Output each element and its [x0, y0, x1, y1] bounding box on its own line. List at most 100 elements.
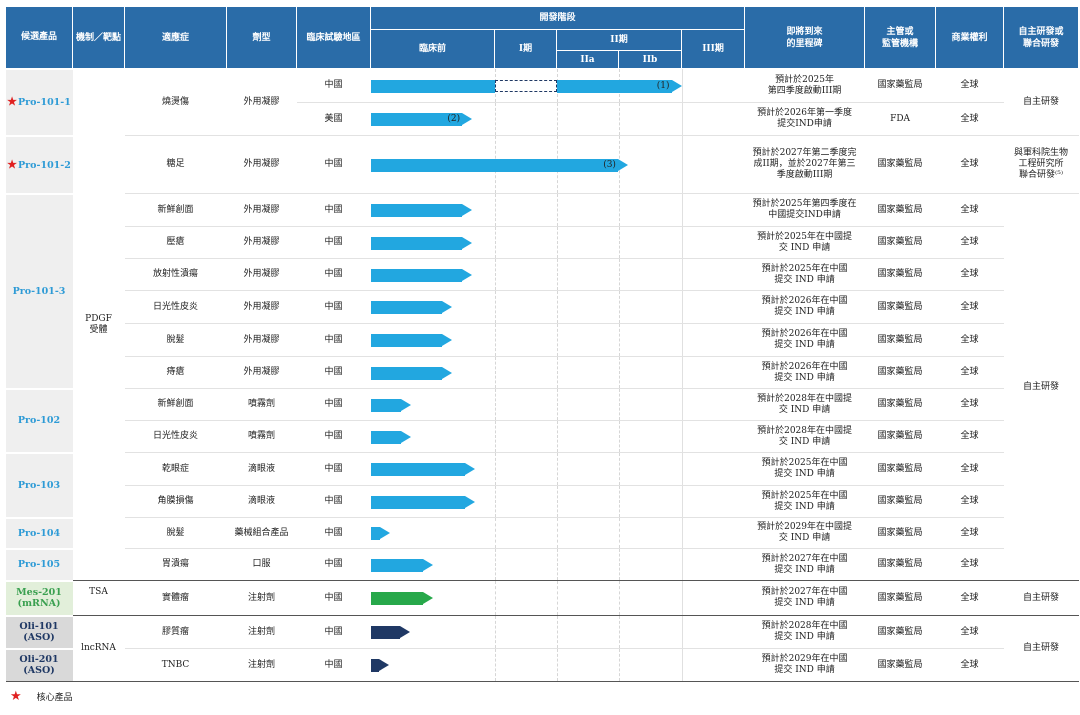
product-label: Pro-102 — [17, 415, 61, 426]
commercial-rights: 全球 — [935, 420, 1004, 453]
regulator: 國家藥監局 — [864, 420, 936, 453]
phase-divider — [494, 649, 496, 681]
table-row: 壓瘡 外用凝膠 中國 預計於2025年在中國提 交 IND 申請 國家藥監局 全球 — [6, 226, 1079, 259]
development-stage — [370, 580, 745, 616]
progress-arrow — [370, 659, 390, 672]
trial-region: 中國 — [296, 193, 371, 227]
development-stage — [370, 323, 745, 357]
progress-arrow — [370, 268, 473, 282]
arrow-body — [370, 659, 380, 672]
commercial-rights: 全球 — [935, 485, 1004, 518]
milestone: 預計於2025年在中國 提交 IND 申請 — [744, 485, 865, 518]
phase-divider — [681, 227, 683, 258]
phase-divider — [494, 518, 496, 548]
arrow-tip — [379, 659, 390, 671]
milestone: 預計於2029年在中國 提交 IND 申請 — [744, 648, 865, 682]
arrow-body — [370, 626, 401, 639]
commercial-rights: 全球 — [935, 290, 1004, 324]
table-row: Pro-103 乾眼症 滴眼液 中國 預計於2025年在中國 提交 IND 申請 國家藥監… — [5, 451, 1079, 518]
product-name: Oli-201 (ASO) — [5, 647, 73, 682]
regulator: 國家藥監局 — [864, 290, 936, 324]
progress-arrow — [370, 527, 391, 540]
arrow-body — [370, 236, 463, 250]
phase-divider — [681, 581, 683, 615]
arrow-body — [370, 268, 463, 282]
regulator: 國家藥監局 — [864, 485, 936, 518]
development-stage: (1) — [370, 68, 745, 103]
phase-divider — [618, 518, 620, 548]
trial-region: 中國 — [296, 290, 371, 324]
table-row: Oli-201 (ASO) TNBC 注射劑 中國 預計於2029年在中國 提交 IND… — [5, 647, 1079, 682]
indication: 放射性潰瘍 — [124, 258, 227, 291]
development-stage — [370, 258, 745, 291]
product-name: ★Pro-101-2 — [5, 134, 73, 194]
dosage-form: 注射劑 — [226, 615, 297, 649]
regulator: 國家藥監局 — [864, 388, 936, 421]
table-row: 脫髮 外用凝膠 中國 預計於2026年在中國 提交 IND 申請 國家藥監局 全球 — [6, 323, 1079, 357]
phase-divider — [494, 581, 496, 615]
header-phase1: I期 — [494, 29, 557, 69]
arrow-tip — [400, 626, 411, 638]
commercial-rights: 全球 — [935, 356, 1004, 389]
milestone: 預計於2025年 第四季度啟動III期 — [744, 68, 865, 103]
phase-divider — [618, 649, 620, 681]
product-label: Oli-201 (ASO) — [19, 654, 59, 677]
trial-region: 中國 — [296, 226, 371, 259]
milestone: 預計於2025年在中國 提交 IND 申請 — [744, 258, 865, 291]
phase-divider — [681, 194, 683, 226]
trial-region: 中國 — [296, 615, 371, 649]
phase-divider — [556, 259, 558, 290]
progress-arrow — [370, 398, 412, 412]
arrow-tip — [442, 334, 453, 346]
phase-divider — [681, 649, 683, 681]
regulator: 國家藥監局 — [864, 323, 936, 357]
header-phase3: III期 — [680, 29, 746, 69]
table-row: 美國 (2) 預計於2026年第一季度 提交IND申請 FDA 全球 — [6, 102, 1079, 136]
phase-divider — [556, 486, 558, 517]
milestone: 預計於2026年在中國 提交 IND 申請 — [744, 290, 865, 324]
dosage-form: 外用凝膠 — [226, 68, 297, 136]
table-row: ★Pro-101-1 PDGF 受體 燒燙傷 外用凝膠 中國 (1) 預計於2025年 第四… — [5, 67, 1079, 581]
phase-divider — [681, 549, 683, 580]
regulator: 國家藥監局 — [864, 68, 936, 103]
header-dev: 自主研發或 聯合研發 — [1003, 6, 1080, 69]
indication: 壓瘡 — [124, 226, 227, 259]
commercial-rights: 全球 — [935, 102, 1004, 136]
development-stage — [370, 548, 745, 581]
phase-divider — [494, 291, 496, 323]
phase-divider — [681, 616, 683, 648]
arrow-body — [370, 495, 465, 509]
arrow-body — [370, 366, 443, 380]
phase-divider — [681, 69, 683, 102]
phase-divider — [494, 103, 496, 135]
milestone: 預計於2027年在中國 提交 IND 申請 — [744, 548, 865, 581]
development-stage — [370, 517, 745, 549]
mechanism-target: PDGF 受體 — [72, 68, 125, 581]
milestone: 預計於2027年在中國 提交 IND 申請 — [744, 580, 865, 616]
development-stage — [370, 193, 745, 227]
dosage-form: 注射劑 — [226, 648, 297, 682]
arrow-tip — [462, 236, 473, 249]
phase-divider — [556, 549, 558, 580]
regulator: FDA — [864, 102, 936, 136]
phase-divider — [681, 389, 683, 420]
trial-region: 中國 — [296, 580, 371, 616]
dosage-form: 注射劑 — [226, 580, 297, 616]
arrow-body — [370, 113, 463, 126]
arrow-tip — [401, 430, 412, 443]
arrow-body — [370, 204, 463, 217]
phase-divider — [618, 486, 620, 517]
regulator: 國家藥監局 — [864, 517, 936, 549]
phase-divider — [618, 581, 620, 615]
milestone: 預計於2028年在中國提 交 IND 申請 — [744, 388, 865, 421]
progress-arrow — [370, 626, 411, 639]
indication: 燒燙傷 — [124, 68, 227, 136]
development-mode: 自主研發 — [1003, 68, 1079, 136]
trial-region: 美國 — [296, 102, 371, 136]
regulator: 國家藥監局 — [864, 452, 936, 486]
table-row: 痔瘡 外用凝膠 中國 預計於2026年在中國 提交 IND 申請 國家藥監局 全球 — [6, 356, 1079, 389]
arrow-body — [370, 301, 443, 314]
product-name: Mes-201 (mRNA) — [5, 579, 73, 616]
arrow-tip — [462, 204, 473, 216]
header-indication: 適應症 — [124, 6, 227, 69]
